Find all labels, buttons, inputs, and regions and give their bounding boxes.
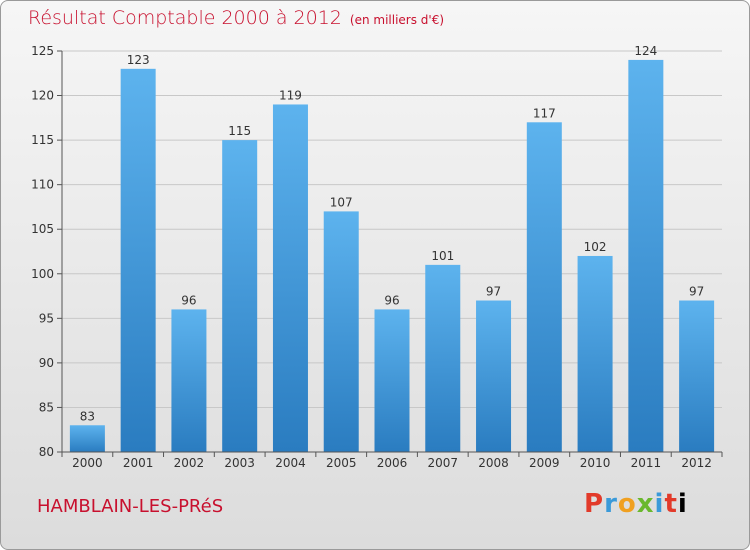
- bars: [69, 59, 715, 453]
- chart-title: Résultat Comptable 2000 à 2012 (en millie…: [28, 7, 444, 29]
- axes: 80 85 90 95 100 105 110 115 120 125 2000 2001 2002 20…: [31, 44, 723, 470]
- bar-2004: [272, 104, 308, 452]
- bar-2002: [171, 309, 207, 452]
- y-tick-label: 125: [31, 44, 54, 58]
- y-tick-label: 95: [39, 311, 54, 325]
- x-tick-label: 2005: [326, 456, 357, 470]
- data-label: 97: [689, 285, 704, 299]
- data-label: 83: [80, 409, 95, 423]
- y-tick-label: 115: [31, 133, 54, 147]
- y-tick-label: 100: [31, 267, 54, 281]
- x-tick-label: 2004: [275, 456, 306, 470]
- proxiti-logo: Proxiti: [584, 489, 688, 519]
- y-tick-label: 110: [31, 178, 54, 192]
- data-label: 97: [486, 285, 501, 299]
- y-tick-label: 90: [39, 356, 54, 370]
- data-label: 102: [584, 240, 607, 254]
- chart-subtitle: (en milliers d'€): [349, 13, 445, 27]
- data-label: 96: [181, 293, 196, 307]
- data-label: 124: [634, 44, 657, 58]
- bar-2012: [679, 300, 715, 452]
- data-label: 115: [228, 124, 251, 138]
- y-tick-label: 80: [39, 445, 54, 459]
- data-label: 107: [330, 195, 353, 209]
- x-tick-label: 2001: [123, 456, 154, 470]
- bar-2011: [628, 59, 664, 453]
- x-tick-label: 2010: [580, 456, 611, 470]
- x-tick-label: 2000: [72, 456, 103, 470]
- data-label: 117: [533, 106, 556, 120]
- bar-2006: [374, 309, 410, 452]
- bar-2000: [69, 425, 105, 452]
- bar-2010: [577, 255, 613, 452]
- bar-2008: [476, 300, 512, 452]
- bar-2007: [425, 264, 461, 452]
- x-tick-label: 2009: [529, 456, 560, 470]
- x-tick-label: 2003: [224, 456, 255, 470]
- x-tick-label: 2007: [427, 456, 458, 470]
- data-label: 101: [431, 249, 454, 263]
- y-tick-label: 85: [39, 400, 54, 414]
- commune-name: HAMBLAIN-LES-PRéS: [37, 496, 224, 517]
- x-tick-label: 2012: [681, 456, 712, 470]
- bar-2009: [526, 122, 562, 453]
- bar-2001: [120, 68, 156, 453]
- x-tick-label: 2008: [478, 456, 509, 470]
- data-label: 123: [127, 53, 150, 67]
- x-tick-label: 2011: [631, 456, 662, 470]
- data-labels: 83 123 96 115 119 107 96 101 97 117 102 124 97: [80, 44, 705, 423]
- bar-2003: [222, 140, 258, 452]
- x-tick-label: 2002: [174, 456, 205, 470]
- chart-title-text: Résultat Comptable 2000 à 2012: [28, 7, 342, 29]
- y-tick-label: 120: [31, 89, 54, 103]
- x-tick-label: 2006: [377, 456, 408, 470]
- y-tick-label: 105: [31, 222, 54, 236]
- data-label: 119: [279, 88, 302, 102]
- data-label: 96: [384, 293, 399, 307]
- bar-2005: [323, 211, 359, 452]
